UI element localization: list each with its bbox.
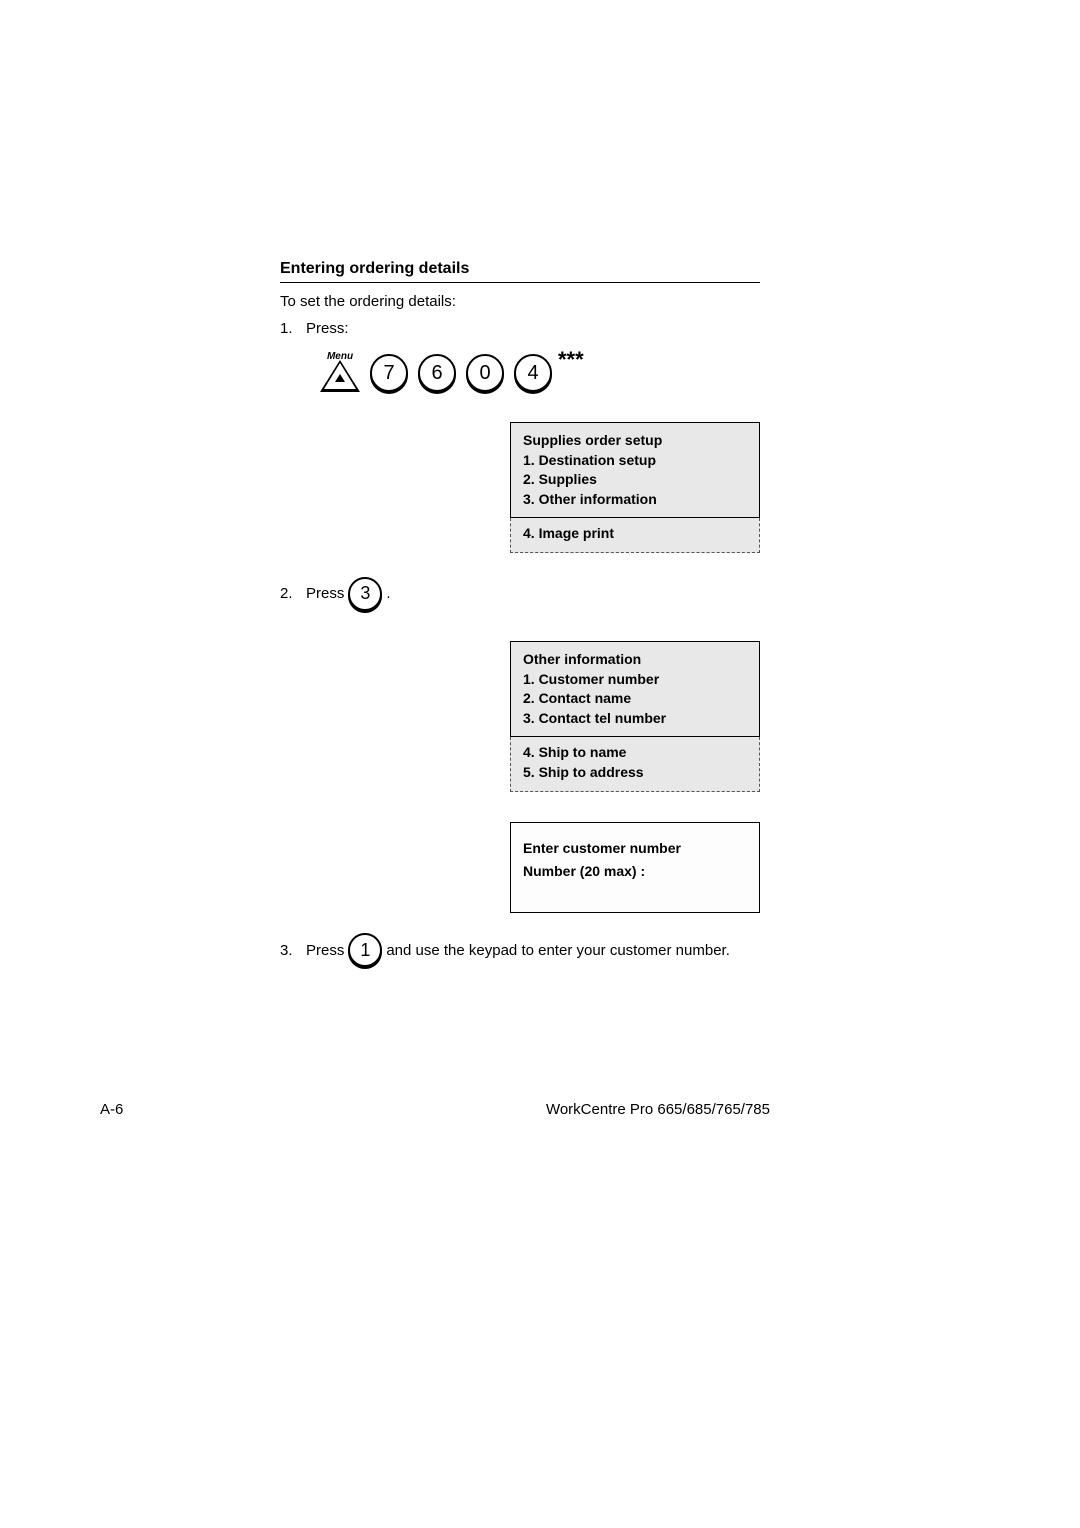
step-3-label: Press [306,942,344,959]
section-title: Entering ordering details [280,260,760,283]
step-2: 2. Press 3 . [280,577,760,611]
d1-l0: Supplies order setup [523,431,747,451]
step-3-suffix: and use the keypad to enter your custome… [386,942,730,959]
page-footer: A-6 WorkCentre Pro 665/685/765/785 [100,1101,770,1118]
footer-left: A-6 [100,1101,123,1118]
d1-l3: 3. Other information [523,490,747,510]
d2-d1: 5. Ship to address [523,763,747,783]
button-sequence: Menu 7 6 0 4 *** [320,351,760,392]
step-3: 3. Press 1 and use the keypad to enter y… [280,933,760,967]
menu-triangle-icon [320,360,360,392]
d2-l0: Other information [523,650,747,670]
intro-text: To set the ordering details: [280,293,760,310]
d1-l1: 1. Destination setup [523,451,747,471]
d1-d0: 4. Image print [523,524,747,544]
key-6: 6 [418,354,456,392]
d2-l1: 1. Customer number [523,670,747,690]
step-1-num: 1. [280,320,306,337]
step-2-suffix: . [386,585,390,602]
step-2-num: 2. [280,585,306,602]
key-1-inline: 1 [348,933,382,967]
step-1-label: Press: [306,320,349,337]
key-0: 0 [466,354,504,392]
key-3-inline: 3 [348,577,382,611]
footer-right: WorkCentre Pro 665/685/765/785 [546,1101,770,1118]
d1-l2: 2. Supplies [523,470,747,490]
stars-icon: *** [558,347,584,373]
step-2-label: Press [306,585,344,602]
d3-l0: Enter customer number [523,837,747,861]
step-1: 1. Press: [280,320,760,337]
key-7: 7 [370,354,408,392]
d3-l1: Number (20 max) : [523,860,747,884]
display-supplies-order: Supplies order setup 1. Destination setu… [510,422,760,553]
display-other-information: Other information 1. Customer number 2. … [510,641,760,792]
d2-d0: 4. Ship to name [523,743,747,763]
menu-button: Menu [320,351,360,392]
d2-l2: 2. Contact name [523,689,747,709]
display-enter-customer: Enter customer number Number (20 max) : [510,822,760,914]
d2-l3: 3. Contact tel number [523,709,747,729]
step-3-num: 3. [280,942,306,959]
key-4: 4 [514,354,552,392]
